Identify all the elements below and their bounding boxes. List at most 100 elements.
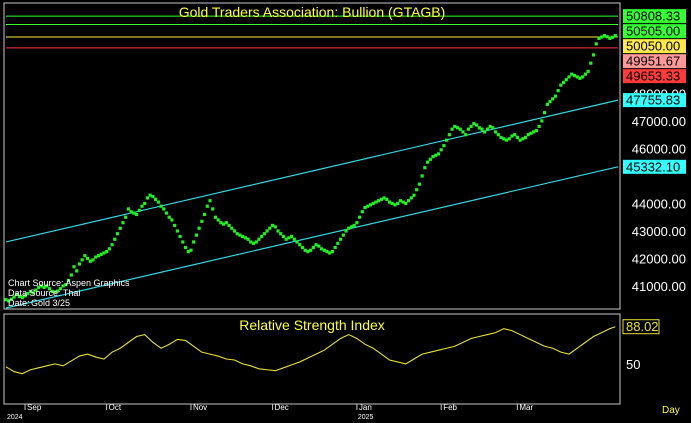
price-point [31,291,35,295]
rsi-value-tag [622,319,660,335]
price-point [47,287,52,291]
price-point [115,232,120,236]
price-point [145,196,150,200]
price-point [322,248,326,252]
price-point [570,72,574,76]
price-point [219,221,223,225]
price-level-lines [6,15,618,49]
x-axis: Sep Oct Nov Dec Jan Feb Mar 2024 2025 Day [4,403,680,421]
price-point [382,196,386,200]
price-point [235,232,239,236]
price-point [241,234,245,239]
price-point [545,102,549,107]
price-tick-label: 46000.00 [632,141,686,156]
price-point [200,219,204,223]
month-label: Oct [109,403,122,412]
price-point [284,237,288,241]
price-point [72,265,76,269]
price-point [341,233,345,237]
price-point [591,53,596,57]
price-tick-label: 43000.00 [632,224,686,239]
price-point [15,292,19,296]
price-point [542,111,547,115]
price-point [551,97,555,101]
price-point [61,284,65,288]
price-point [445,138,449,142]
price-point [42,285,46,289]
price-point [431,155,435,159]
price-point [262,232,266,236]
price-point [358,215,362,219]
price-point [496,133,500,137]
price-point [64,283,68,287]
source-note-chart: Chart Source: Aspen Graphics [8,278,130,288]
price-level-tag-label: 47755.83 [626,93,680,108]
price-point [224,221,228,225]
price-point [325,250,329,254]
price-point [246,237,250,241]
rsi-value-tag-label: 88.02 [626,319,659,334]
price-point [344,229,348,233]
price-point [559,83,563,87]
rsi-panel-frame [3,313,621,405]
price-level-tag-label: 50050.00 [626,39,680,54]
price-point [124,215,128,219]
price-point [363,205,367,210]
price-tick-label: 47000.00 [632,114,686,129]
price-point [412,193,416,197]
price-point [556,89,560,93]
price-point [7,299,11,303]
price-point [338,237,343,241]
price-point [404,201,408,206]
price-point [243,236,247,240]
price-tick-label: 42000.00 [632,251,686,266]
price-level-tag [623,24,686,39]
price-point [390,201,394,206]
price-point [211,207,215,211]
price-panel: Gold Traders Association: Bullion (GTAGB… [3,2,686,310]
price-point [518,138,522,142]
price-point [564,78,568,82]
price-point [105,250,109,254]
x-axis-unit-label: Day [662,405,680,416]
price-point [401,200,405,204]
price-point [254,240,258,244]
price-point [102,251,106,255]
price-point [148,193,152,197]
price-point [480,127,484,131]
price-point [137,208,141,212]
price-point [303,248,307,252]
price-point [216,218,220,222]
price-level-tag [623,9,686,24]
price-point [504,138,509,142]
price-channel [5,99,619,309]
x-axis-months: Sep Oct Nov Dec Jan Feb Mar [24,403,533,412]
price-point [513,133,517,137]
price-point [167,215,171,219]
price-point [464,133,468,137]
price-point [477,126,481,130]
price-point [347,226,351,230]
price-level-tag [623,54,686,69]
price-point [319,247,324,251]
price-point [575,75,579,79]
price-point [426,160,430,164]
price-point [28,289,33,294]
price-point [164,211,169,215]
price-point [597,36,601,40]
price-point [9,297,14,301]
price-point [567,75,571,79]
price-point [366,204,370,208]
price-point [562,80,566,85]
price-point [99,252,103,256]
price-point [608,36,612,40]
rsi-y-axis: 50 [626,357,640,372]
rsi-last-value-tag: 88.02 [622,319,660,335]
price-point [77,262,82,266]
price-level-tag-label: 50808.33 [626,9,680,24]
price-point [205,204,209,208]
price-point [162,207,166,211]
price-point [461,130,465,134]
price-point [151,194,155,199]
